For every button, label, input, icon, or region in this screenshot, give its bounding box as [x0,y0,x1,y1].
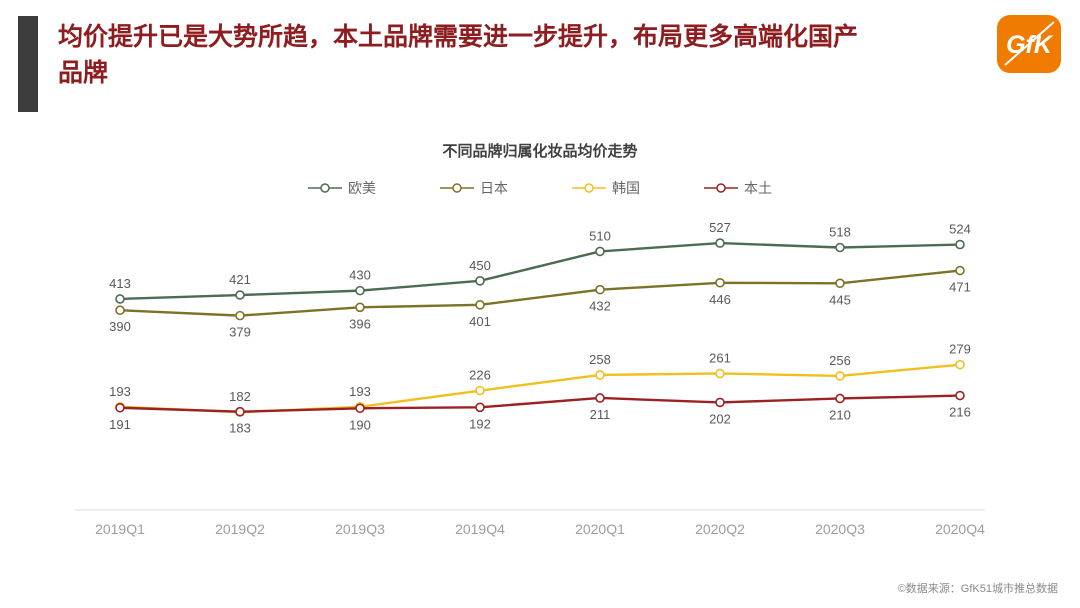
data-point [355,302,365,313]
data-point [595,370,605,380]
data-label: 182 [229,389,251,404]
legend-item: 本土 [704,178,772,198]
x-axis-label: 2020Q4 [935,521,985,537]
data-point [955,239,965,250]
x-axis-label: 2019Q2 [215,521,265,537]
data-label: 216 [949,405,971,420]
legend-item: 欧美 [308,178,376,198]
data-label: 430 [349,268,371,283]
legend-label: 本土 [744,180,772,196]
data-label: 379 [229,325,251,340]
series-line [119,269,961,317]
data-label: 524 [949,222,971,237]
gfk-logo-slash-icon [1004,21,1055,66]
data-label: 193 [109,384,131,399]
data-label: 450 [469,258,491,273]
data-label: 396 [349,316,371,331]
data-label: 421 [229,272,251,287]
legend-marker-icon [308,183,342,193]
data-label: 527 [709,220,731,235]
data-label: 193 [349,384,371,399]
data-label: 510 [589,228,611,243]
data-point [955,359,965,370]
data-label: 210 [829,407,851,422]
data-point [955,390,965,401]
data-point [355,403,365,414]
data-point [475,276,485,286]
x-axis-label: 2019Q4 [455,521,505,537]
x-axis-label: 2020Q1 [575,521,625,537]
legend-marker-icon [572,183,606,193]
data-point [715,397,725,408]
data-label: 413 [109,276,131,291]
page-title: 均价提升已是大势所趋，本土品牌需要进一步提升，布局更多高端化国产品牌 [58,23,859,87]
chart-area: 2019Q1 2019Q2 2019Q3 2019Q4 2020Q1 2020Q2 2020… [60,210,1020,550]
series-line-group: 193 182 193 226 258 261 256 279 [109,342,971,417]
data-label: 518 [829,224,851,239]
data-point [955,265,965,276]
series-line-group: 390 379 396 401 432 446 445 471 [109,265,971,340]
data-point [715,277,725,288]
data-point [595,284,605,295]
data-source-note: ©数据来源：GfK51城市推总数据 [897,583,1058,595]
data-point [835,371,845,381]
series-line-group: 413 421 430 450 510 527 518 524 [109,220,971,304]
legend-marker-icon [440,183,474,193]
data-point [235,290,245,300]
data-label: 279 [949,342,971,357]
data-label: 401 [469,314,491,329]
data-point [715,368,725,379]
data-point [115,294,125,304]
gfk-logo: GfK [997,15,1061,73]
data-label: 445 [829,292,851,307]
data-point [835,393,845,404]
data-point [475,300,485,310]
data-point [115,402,125,413]
legend-item: 日本 [440,178,508,198]
data-label: 258 [589,352,611,367]
legend-label: 欧美 [348,180,376,196]
data-point [835,242,845,253]
data-label: 183 [229,421,251,436]
data-label: 261 [709,350,731,365]
data-point [355,285,365,296]
data-label: 190 [349,417,371,432]
series-line-group: 191 183 190 192 211 202 210 216 [109,390,971,436]
data-point [235,310,245,321]
gfk-logo-text: GfK [1006,31,1054,59]
data-label: 390 [109,319,131,334]
data-point [595,393,605,403]
data-point [595,246,605,257]
x-axis-label: 2020Q2 [695,521,745,537]
x-axis-label: 2019Q1 [95,521,145,537]
price-trend-line-chart: 2019Q1 2019Q2 2019Q3 2019Q4 2020Q1 2020Q2 2020… [75,220,985,537]
chart-legend: 欧美 日本 韩国 本土 [0,178,1080,198]
data-point [835,278,845,289]
data-point [235,406,245,417]
data-label: 202 [709,411,731,426]
chart-title: 不同品牌归属化妆品均价走势 [442,143,638,160]
data-point [475,385,485,396]
x-axis-label: 2020Q3 [815,521,865,537]
legend-label: 日本 [480,180,508,196]
data-point [115,305,125,316]
legend-marker-icon [704,183,738,193]
data-label: 191 [109,417,131,432]
series-line [119,241,961,301]
data-point [715,238,725,248]
data-label: 471 [949,280,971,295]
data-label: 211 [590,407,611,422]
title-accent-bar [18,16,38,112]
legend-item: 韩国 [572,178,640,198]
data-label: 446 [709,292,731,307]
data-label: 226 [469,368,491,383]
x-axis-label: 2019Q3 [335,521,385,537]
data-label: 192 [469,416,491,431]
series-line [119,394,961,413]
data-label: 432 [589,299,611,314]
data-point [475,402,485,413]
legend-label: 韩国 [612,180,640,196]
data-label: 256 [829,353,851,368]
